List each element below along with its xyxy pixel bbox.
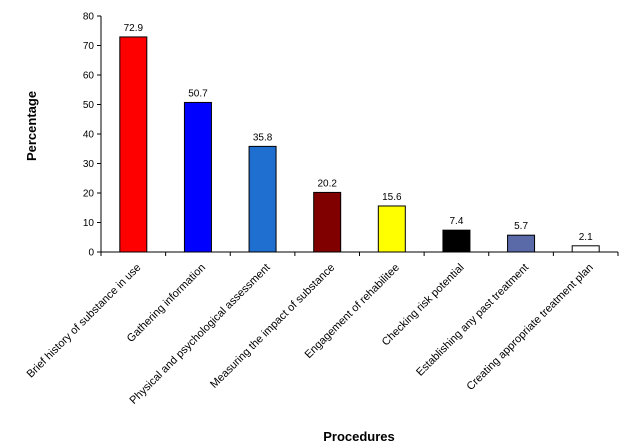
category-label: Measuring the impact of substance [208,262,337,391]
data-label: 2.1 [579,232,593,243]
data-label: 50.7 [188,88,208,99]
bar [571,245,600,253]
y-tick-label: 20 [83,189,95,200]
bar [377,205,406,253]
category-label: Establishing any past treatment [414,262,531,379]
data-label: 15.6 [382,192,402,203]
y-tick-label: 60 [83,71,95,82]
y-tick-label: 0 [88,248,94,259]
y-tick-label: 50 [83,100,95,111]
plot-area: 0 10 20 30 40 50 60 70 80 72.9 Brief history of su… [25,12,619,407]
bar [119,36,148,253]
y-axis-title: Percentage [24,91,39,161]
y-tick-label: 30 [83,159,95,170]
bar [183,101,212,253]
category-label: Brief history of substance in use [25,262,144,381]
bar [442,229,471,253]
y-tick-label: 10 [83,218,95,229]
y-tick-label: 40 [83,130,95,141]
data-label: 7.4 [449,216,463,227]
bar [248,145,277,253]
y-tick-label: 70 [83,41,95,52]
bar [313,191,342,253]
data-label: 5.7 [514,221,528,232]
y-tick-label: 80 [83,12,95,23]
x-axis-title: Procedures [323,429,395,444]
bar [507,234,536,253]
data-label: 35.8 [253,132,273,143]
category-label: Physical and psychological assessment [128,262,273,407]
data-label: 72.9 [124,23,144,34]
category-label: Creating appropriate treatment plan [465,262,596,393]
data-label: 20.2 [317,178,337,189]
